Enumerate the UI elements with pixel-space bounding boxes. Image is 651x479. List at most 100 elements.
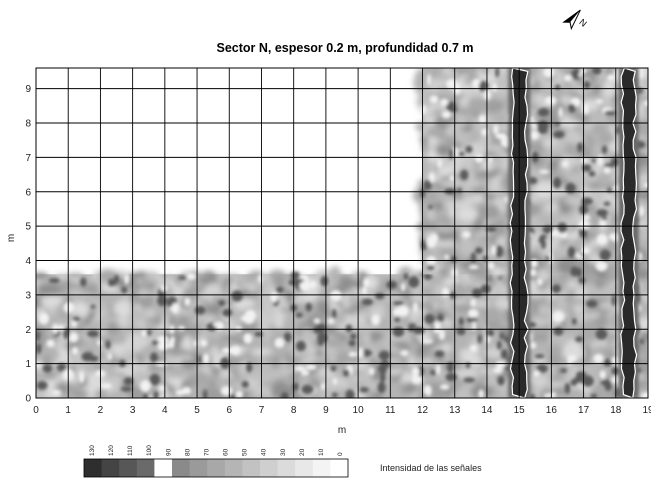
intensity-blob — [533, 182, 554, 200]
anomaly-core — [620, 68, 638, 398]
intensity-blob — [38, 283, 61, 296]
high-intensity-spot — [198, 355, 203, 364]
high-intensity-spot — [331, 392, 338, 398]
high-intensity-spot — [552, 177, 562, 189]
y-tick-label: 2 — [25, 325, 31, 336]
intensity-blob — [416, 222, 439, 232]
low-intensity-spot — [437, 158, 442, 169]
high-intensity-spot — [581, 164, 592, 172]
high-intensity-spot — [545, 255, 550, 262]
intensity-blob — [177, 279, 193, 289]
low-intensity-spot — [220, 386, 233, 396]
high-intensity-spot — [604, 110, 617, 116]
low-intensity-spot — [579, 158, 590, 163]
low-intensity-spot — [78, 371, 85, 383]
high-intensity-spot — [378, 350, 390, 361]
high-intensity-spot — [575, 336, 584, 343]
high-intensity-spot — [149, 373, 161, 386]
high-intensity-spot — [157, 295, 167, 307]
intensity-blob — [187, 377, 197, 389]
high-intensity-spot — [426, 265, 435, 271]
legend-tick-label: 30 — [280, 448, 287, 456]
intensity-blob — [540, 387, 551, 393]
low-intensity-spot — [141, 329, 148, 338]
intensity-blob — [437, 266, 452, 274]
x-tick-label: 12 — [417, 405, 429, 416]
intensity-blob — [562, 345, 585, 361]
low-intensity-spot — [478, 115, 487, 124]
intensity-blob — [341, 309, 355, 314]
high-intensity-spot — [36, 343, 42, 354]
high-intensity-spot — [146, 329, 152, 336]
intensity-blob — [228, 319, 236, 334]
x-tick-label: 5 — [194, 405, 200, 416]
low-intensity-spot — [578, 72, 583, 78]
intensity-blob — [496, 257, 507, 262]
high-intensity-spot — [313, 326, 321, 334]
low-intensity-spot — [469, 344, 478, 352]
low-intensity-spot — [392, 308, 401, 317]
intensity-blob — [563, 198, 583, 205]
low-intensity-spot — [439, 329, 445, 341]
high-intensity-spot — [603, 201, 611, 206]
intensity-blob — [449, 68, 469, 73]
intensity-blob — [550, 301, 557, 310]
intensity-blob — [466, 68, 478, 79]
legend-swatch — [189, 459, 208, 477]
high-intensity-spot — [292, 382, 299, 392]
north-label: N — [577, 17, 588, 29]
intensity-blob — [595, 110, 602, 119]
intensity-blob — [529, 324, 553, 336]
intensity-blob — [111, 374, 122, 392]
high-intensity-spot — [430, 369, 438, 375]
intensity-blob — [542, 137, 558, 147]
legend-swatch — [119, 459, 138, 477]
high-intensity-spot — [424, 313, 435, 324]
low-intensity-spot — [558, 107, 563, 118]
intensity-blob — [437, 246, 461, 259]
intensity-blob — [204, 331, 212, 341]
low-intensity-spot — [444, 254, 449, 260]
legend-tick-label: 60 — [223, 448, 230, 456]
intensity-blob — [106, 320, 119, 335]
intensity-blob — [143, 317, 163, 323]
high-intensity-spot — [386, 280, 398, 290]
high-intensity-spot — [557, 222, 568, 234]
high-intensity-spot — [496, 340, 502, 350]
legend-tick-label: 40 — [261, 448, 268, 456]
low-intensity-spot — [178, 326, 185, 331]
intensity-blob — [495, 297, 509, 311]
legend-swatch — [84, 459, 103, 477]
intensity-blob — [62, 282, 83, 289]
intensity-blob — [36, 371, 47, 384]
intensity-blob — [642, 345, 648, 358]
high-intensity-spot — [330, 365, 337, 372]
high-intensity-spot — [36, 381, 48, 390]
low-intensity-spot — [420, 104, 426, 115]
legend-tick-label: 20 — [299, 448, 306, 456]
intensity-blob — [599, 131, 615, 145]
legend-tick-label: 130 — [89, 445, 96, 456]
legend-swatch — [277, 459, 296, 477]
high-intensity-spot — [602, 216, 607, 221]
x-tick-label: 17 — [578, 405, 590, 416]
legend-tick-label: 120 — [108, 445, 115, 456]
high-intensity-spot — [588, 170, 596, 177]
low-intensity-spot — [38, 312, 50, 325]
x-axis-label: m — [338, 425, 346, 436]
intensity-blob — [462, 155, 475, 169]
low-intensity-spot — [435, 364, 441, 376]
intensity-blob — [496, 235, 505, 248]
legend-swatch — [330, 459, 349, 477]
intensity-blob — [405, 382, 418, 394]
x-tick-label: 11 — [385, 405, 396, 416]
low-intensity-spot — [449, 175, 455, 182]
low-intensity-spot — [530, 130, 539, 140]
low-intensity-spot — [181, 386, 192, 395]
intensity-blob — [423, 358, 433, 364]
y-tick-label: 0 — [25, 394, 31, 405]
high-intensity-spot — [585, 299, 598, 308]
x-tick-label: 16 — [546, 405, 558, 416]
intensity-blob — [605, 246, 621, 251]
high-intensity-spot — [120, 386, 133, 392]
